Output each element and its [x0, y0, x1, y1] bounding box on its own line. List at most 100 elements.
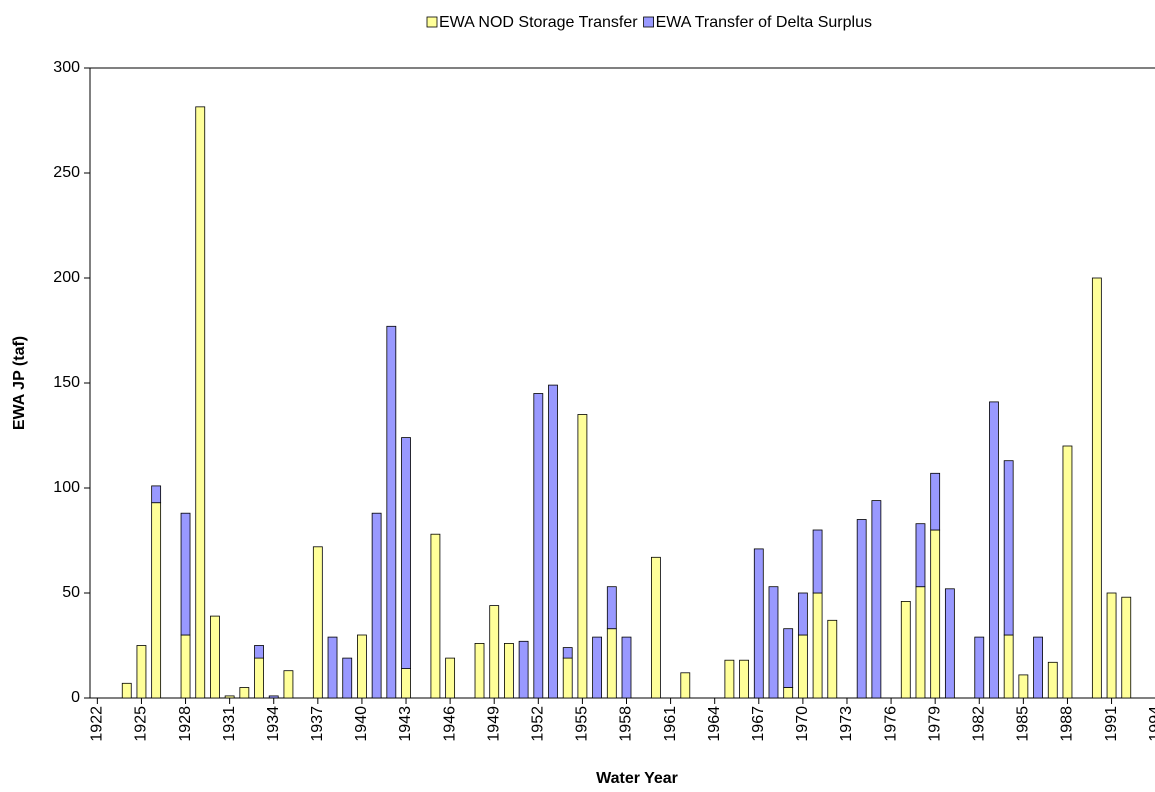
- bar-segment: [210, 615, 220, 699]
- bar-segment: [680, 672, 691, 699]
- x-tick-label: 1994: [1147, 706, 1155, 742]
- bar-segment: [577, 414, 588, 699]
- y-tick-label: 100: [53, 479, 80, 496]
- x-tick-label: 1949: [485, 706, 502, 742]
- x-tick-label: 1946: [441, 706, 458, 742]
- bar-segment: [445, 657, 456, 699]
- bar-segment: [915, 586, 926, 699]
- bar-segment: [312, 546, 323, 699]
- bar-segment: [856, 519, 867, 699]
- bar-segment: [401, 668, 411, 699]
- bar-segment: [342, 657, 353, 699]
- x-tick-label: 1970: [794, 706, 811, 742]
- bar-segment: [548, 384, 558, 699]
- bar-segment: [783, 687, 794, 699]
- x-tick-label: 1985: [1015, 706, 1032, 742]
- bar-segment: [430, 533, 441, 699]
- bar-segment: [386, 325, 397, 699]
- x-tick-label: 1964: [706, 706, 723, 742]
- x-tick-label: 1931: [221, 706, 238, 742]
- bar-segment: [592, 636, 603, 699]
- bar-segment: [768, 586, 779, 699]
- bar-segment: [1033, 636, 1043, 699]
- bar-segment: [268, 695, 279, 699]
- legend-label: EWA Transfer of Delta Surplus: [656, 14, 872, 31]
- bar-segment: [606, 628, 617, 699]
- bar-segment: [753, 548, 764, 699]
- bar-segment: [518, 640, 529, 699]
- bar-segment: [1106, 592, 1117, 699]
- bar-segment: [504, 643, 514, 699]
- x-tick-label: 1979: [926, 706, 943, 742]
- bar-segment: [283, 670, 294, 699]
- y-axis-title: EWA JP (taf): [11, 336, 28, 430]
- bar-segment: [930, 472, 941, 531]
- x-axis-title: Water Year: [596, 770, 678, 787]
- y-tick-label: 200: [53, 269, 80, 286]
- bar-segment: [239, 687, 250, 699]
- x-tick-label: 1940: [353, 706, 370, 742]
- x-tick-label: 1988: [1059, 706, 1076, 742]
- x-tick-label: 1925: [133, 706, 150, 742]
- x-tick-label: 1934: [265, 706, 282, 742]
- x-tick-label: 1958: [618, 706, 635, 742]
- bar-segment: [1091, 277, 1102, 699]
- bar-segment: [195, 106, 206, 699]
- bar-segment: [151, 502, 162, 699]
- x-tick-label: 1937: [309, 706, 326, 742]
- bar-segment: [562, 647, 573, 659]
- y-tick-label: 300: [53, 59, 80, 76]
- y-tick-label: 0: [71, 689, 80, 706]
- x-tick-label: 1973: [838, 706, 855, 742]
- bar-segment: [930, 529, 941, 699]
- bar-segment: [136, 645, 147, 699]
- x-tick-label: 1961: [662, 706, 679, 742]
- legend-swatch: [426, 16, 438, 28]
- bar-segment: [371, 512, 382, 699]
- bar-segment: [900, 601, 911, 699]
- bar-segment: [739, 659, 749, 699]
- bar-segment: [1003, 634, 1014, 699]
- bar-segment: [357, 634, 367, 699]
- bar-segment: [871, 500, 882, 699]
- bar-segment: [1018, 674, 1029, 699]
- y-tick-label: 50: [62, 584, 80, 601]
- bar-segment: [1121, 596, 1132, 699]
- bar-segment: [812, 529, 823, 594]
- bar-segment: [562, 657, 573, 699]
- legend-label: EWA NOD Storage Transfer: [439, 14, 638, 31]
- bar-segment: [180, 512, 191, 636]
- bar-segment: [915, 523, 926, 588]
- x-tick-label: 1976: [882, 706, 899, 742]
- bar-segment: [254, 657, 264, 699]
- x-tick-label: 1982: [970, 706, 987, 742]
- bar-segment: [989, 401, 999, 699]
- bar-segment: [224, 695, 235, 699]
- bar-segment: [401, 437, 411, 670]
- bar-segment: [1003, 460, 1014, 636]
- x-tick-label: 1928: [177, 706, 194, 742]
- x-tick-label: 1952: [530, 706, 547, 742]
- bar-segment: [180, 634, 191, 699]
- x-tick-label: 1943: [397, 706, 414, 742]
- bar-segment: [151, 485, 162, 504]
- bar-segment: [650, 556, 661, 699]
- x-tick-label: 1991: [1103, 706, 1120, 742]
- bar-segment: [489, 605, 500, 699]
- y-tick-label: 250: [53, 164, 80, 181]
- bar-segment: [474, 643, 485, 699]
- bar-segment: [724, 659, 735, 699]
- bar-segment: [606, 586, 617, 630]
- y-tick-label: 150: [53, 374, 80, 391]
- x-tick-label: 1955: [574, 706, 591, 742]
- bar-segment: [783, 628, 794, 688]
- bar-segment: [944, 588, 955, 699]
- x-tick-label: 1922: [89, 706, 106, 742]
- bar-segment: [797, 634, 808, 699]
- bar-segment: [1062, 445, 1073, 699]
- bar-segment: [121, 682, 132, 699]
- bar-segment: [974, 636, 985, 699]
- x-tick-label: 1967: [750, 706, 767, 742]
- bar-segment: [327, 636, 338, 699]
